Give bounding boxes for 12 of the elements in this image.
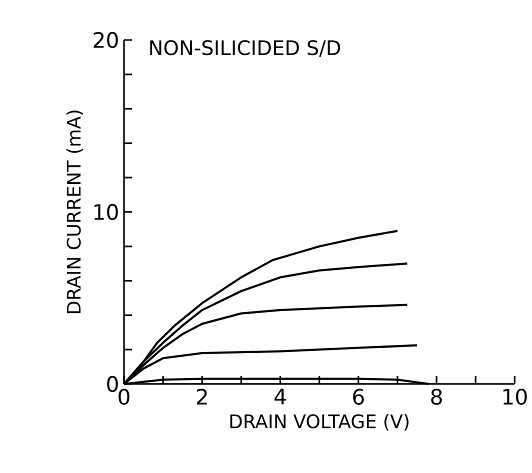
- x-tick-label: 6: [353, 388, 364, 405]
- y-tick-label: 0: [107, 376, 118, 392]
- x-tick-label: 4: [274, 388, 286, 404]
- y-tick-label: 20: [94, 32, 118, 48]
- x-tick-label: 10: [503, 388, 527, 405]
- x-tick-label: 2: [196, 388, 207, 405]
- y-tick-label: 10: [94, 204, 118, 220]
- chart-title: NON-SILICIDED S/D: [150, 40, 340, 57]
- x-tick-label: 0: [118, 388, 130, 405]
- x-axis-title: DRAIN VOLTAGE (V): [230, 414, 409, 431]
- x-tick-label: 8: [431, 388, 442, 405]
- y-axis-title: DRAIN CURRENT (mA): [66, 110, 83, 314]
